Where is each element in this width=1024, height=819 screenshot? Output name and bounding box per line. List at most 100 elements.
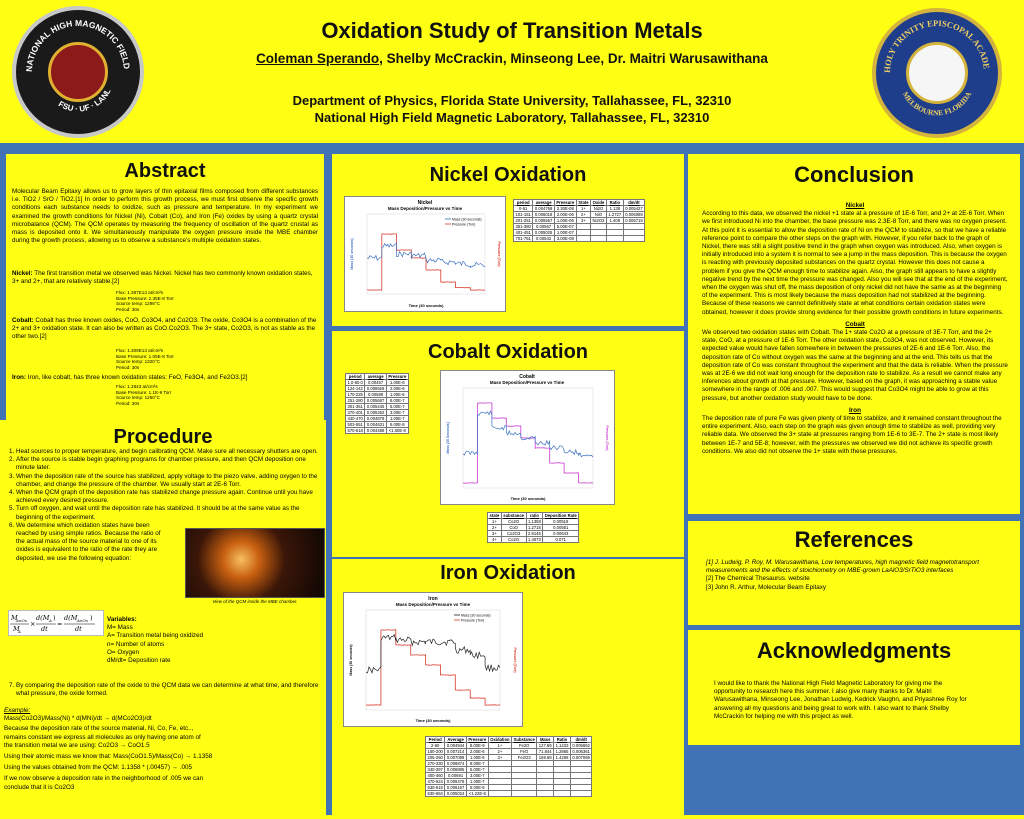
procedure-step: Heat sources to proper temperature, and … [16,448,322,456]
iron-table-row: 630-684 0.005024 <1.22E-8 [424,790,593,797]
procedure-example: Example: Mass(Co2O3)/Mass(Ni) * d(MNi)/d… [4,707,320,792]
cobalt-table-row: 370-401 0.005262 3.00E-7 [344,409,409,416]
procedure-step: We determine which oxidation states have… [16,522,166,563]
nickel-chart-svg: Nickel Mass Deposition/Pressure vs Time … [350,200,501,308]
iron-table-header-cell: Period [424,736,446,743]
y-axis-label-left: Mass (30 seconds) [350,238,354,269]
procedure-step-7-list: By comparing the deposition rate of the … [4,682,322,698]
procedure-step: By comparing the deposition rate of the … [16,682,322,698]
nickel-table-cell: Ni2O3 [590,217,607,224]
variable-item: M= Mass [107,624,133,632]
cobalt-table-cell: 370-401 [344,409,366,416]
conclusion-iron-text: The deposition rate of pure Fe was given… [702,415,1002,455]
example-line: Because the deposition rate of the sourc… [4,725,201,749]
cobalt-table-cell: 8.00E-7 [385,397,409,404]
procedure-step: After the source is stable begin graphin… [16,456,322,472]
svg-text:A: A [17,629,21,634]
conclusion-panel: Conclusion Nickel According to this data… [688,154,1020,514]
pressure-series-line [462,402,594,484]
cobalt-data-table: period average Pressure 1.0-60.0 0.00457 1.00… [344,373,409,434]
nickel-data-table: period average Pressure State Oxide Ratio dm/d… [512,199,646,242]
nickel-table-cell: 0.00542 [532,235,555,242]
chart-legend: Mass (30 seconds) Pressure (Torr) [445,218,482,227]
procedure-step: When the deposition rate of the source h… [16,473,322,489]
iron-table-cell: 159.69 [536,754,555,761]
affiliations: Department of Physics, Florida State Uni… [150,92,874,126]
affiliation-fsu: Department of Physics, Florida State Uni… [292,93,732,108]
variable-item: dM/dt= Deposition rate [107,657,171,665]
nickel-table-cell [622,235,646,242]
iron-table-cell: 0.006361 [569,748,593,755]
iron-table-cell: 270-330 [424,760,446,767]
cobalt-state-table-row: 3+ Co2O3 2.8145 0.00643 [487,530,580,537]
cobalt-table-header-cell: average [364,373,387,380]
cobalt-conditions: Flux: 1.309E13 at/cm²s Base Pressure: 1.… [116,348,174,370]
variables-list: Variables: M= Mass A= Transition metal b… [107,616,227,665]
iron-table-cell: 400-460 [424,772,446,779]
cobalt-table-cell: 251-280 [344,397,366,404]
iron-table-cell: 0.005652 [569,742,593,749]
cobalt-label: Cobalt: [12,317,34,324]
svg-text:×: × [30,620,35,628]
example-line: If we now observe a deposition rate in t… [4,775,204,791]
nickel-period: Period: 30s [116,306,140,312]
iron-table-cell: 0.007069 [569,754,593,761]
nickel-table-cell: 2.00E-06 [553,211,577,218]
procedure-steps: Heat sources to proper temperature, and … [4,448,322,563]
references-list: [1] J. Ludwig, P. Roy, M. Warusawithana,… [706,559,1006,592]
svg-text:): ) [90,614,93,622]
svg-text:M: M [10,614,18,622]
cobalt-table-header-row: period average Pressure [344,373,409,380]
iron-table-cell: 530-615 [424,784,446,791]
procedure-heading: Procedure [113,426,213,448]
legend-pressure: Pressure (Torr) [452,223,475,227]
abstract-cobalt: Cobalt: Cobalt has three known oxides, C… [12,317,318,342]
cobalt-chart-svg: Cobalt Mass Deposition/Pressure vs Time … [446,374,609,501]
nickel-table-cell: 0.005025 [532,229,555,236]
conclusion-cobalt-title: Cobalt [845,320,865,328]
x-axis-label: Time (30 seconds) [416,718,451,723]
nickel-table-cell [590,235,607,242]
iron-table-cell: 1.4298 [553,754,571,761]
iron-table-cell [536,790,555,797]
cobalt-state-table-header-cell: state [487,512,502,519]
cobalt-table-cell: 570-618 [344,427,366,434]
iron-table-cell: 0.006167 [444,784,467,791]
cobalt-table-row: 170-225 0.00588 1.00E-6 [344,391,409,398]
iron-heading: Iron Oxidation [440,562,576,584]
iron-label: Iron: [12,374,26,381]
y-axis-label-right: Pressure (Torr) [513,647,517,672]
cobalt-chart: Cobalt Mass Deposition/Pressure vs Time … [440,370,615,505]
iron-table-cell: 1.00E-6 [465,754,489,761]
cobalt-table-row: 251-280 0.005687 8.00E-7 [344,397,409,404]
iron-table-cell: 5.00E-8 [465,784,489,791]
svg-text:A: A [48,618,52,623]
lead-author: Coleman Sperando [256,51,380,66]
cobalt-table-cell: 0.004488 [364,427,387,434]
cobalt-table-cell: 1.0-60.0 [344,379,366,386]
cobalt-table-cell: 124-142 [344,385,366,392]
cobalt-table-cell: 0.004631 [364,421,387,428]
iron-table-cell: <1.22E-8 [465,790,489,797]
nickel-table-cell [575,235,592,242]
cobalt-state-table-cell: 1.1358 [525,518,544,525]
abstract-heading: Abstract [124,160,206,182]
photo-caption: View of the QCM inside the MBE chamber. [212,599,298,604]
iron-table-cell: 1.1433 [553,742,571,749]
chart-subtitle: Mass Deposition/Pressure vs Time [490,380,565,385]
chart-legend: Mass (30 seconds) Pressure (Torr) [454,614,491,623]
iron-source-temp: Source temp: 1250°C [116,395,160,401]
cobalt-table-cell: 301-351 [344,403,366,410]
cobalt-state-table-cell: 1.4073 [525,536,544,543]
iron-table-cell: 0.006476 [444,778,467,785]
abstract-nickel: Nickel: The first transition metal we ob… [12,270,318,286]
nickel-table-row: 701-751 0.00542 3.00E-08 [512,235,646,242]
conclusion-iron-title: Iron [849,406,861,414]
example-line: Mass(Co2O3)/Mass(Ni) * d(MNi)/dt → d(MCo… [4,715,152,723]
cobalt-table-cell: 3.00E-7 [385,409,409,416]
nickel-table-cell: 0.006069 [622,211,646,218]
cobalt-state-table-cell: Co2O [500,536,527,543]
iron-chart: Iron Mass Deposition/Pressure vs Time Ti… [343,592,523,727]
nickel-conditions: Flux: 1.387E13 at/cm²s Base Pressure: 2.… [116,290,174,312]
reference-item: [1] J. Ludwig, P. Roy, M. Warusawithana,… [706,559,980,575]
